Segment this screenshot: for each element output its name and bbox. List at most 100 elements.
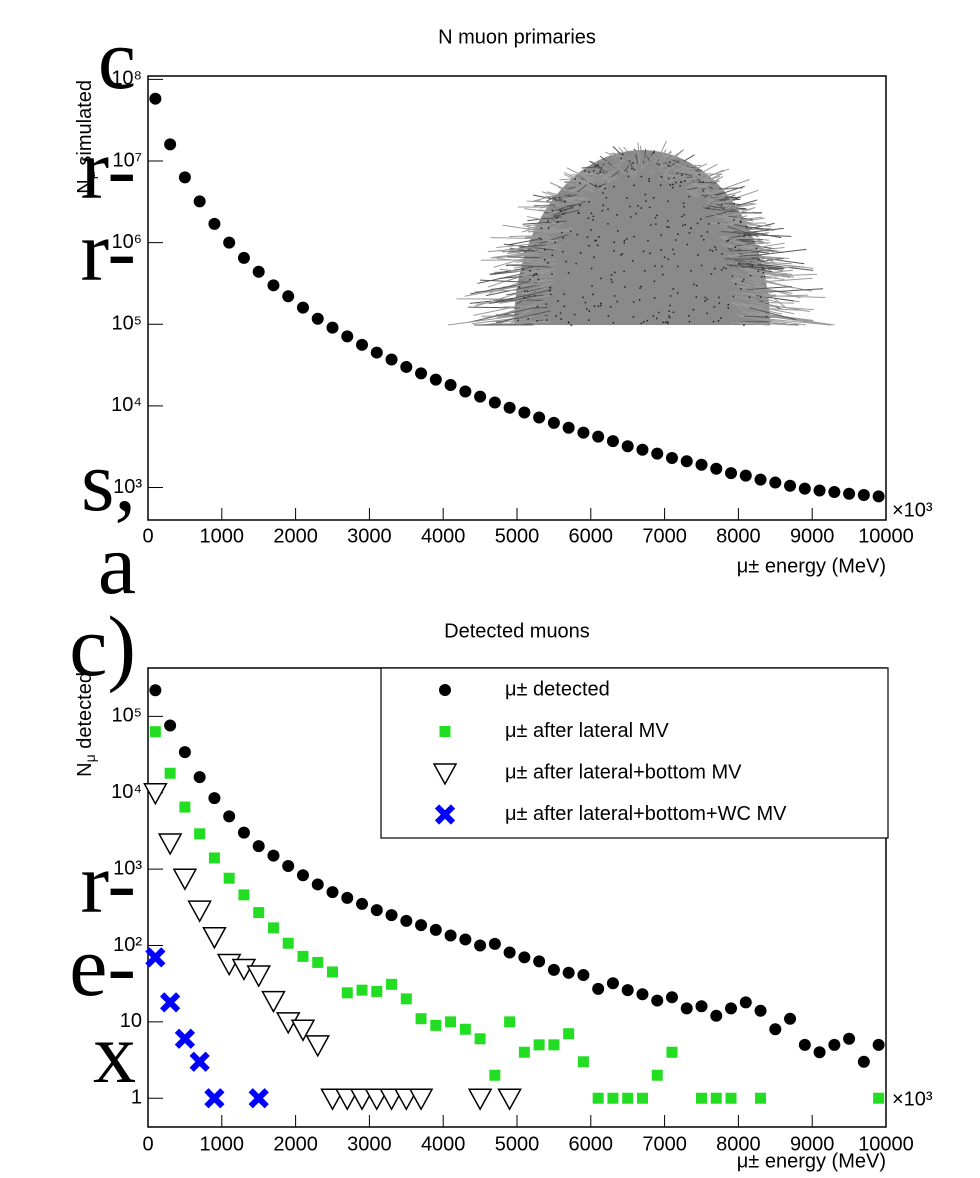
inset-speck — [631, 168, 633, 170]
point — [592, 983, 604, 995]
inset-speck — [613, 250, 615, 252]
inset-speck — [562, 237, 564, 239]
inset-speck — [677, 292, 679, 294]
point — [327, 322, 339, 334]
x-tick-label: 0 — [142, 1133, 153, 1155]
point — [489, 397, 501, 409]
inset-track — [634, 149, 636, 151]
inset-speck — [742, 281, 744, 283]
inset-speck — [667, 258, 669, 260]
point — [652, 1070, 663, 1081]
inset-speck — [662, 274, 664, 276]
inset-speck — [699, 174, 701, 176]
inset-speck — [703, 190, 705, 192]
x-tick-label: 4000 — [421, 1133, 466, 1155]
inset-speck — [633, 301, 635, 303]
inset-speck — [732, 276, 734, 278]
point — [238, 252, 250, 264]
point — [666, 452, 678, 464]
point — [251, 1090, 267, 1106]
point — [386, 354, 398, 366]
point — [149, 93, 161, 105]
inset-speck — [677, 233, 679, 235]
point — [297, 302, 309, 314]
inset-speck — [597, 164, 599, 166]
inset-speck — [539, 237, 541, 239]
inset-speck — [658, 312, 660, 314]
inset-speck — [656, 215, 658, 217]
inset-speck — [665, 322, 667, 324]
point — [149, 684, 161, 696]
y-tick-label: 10⁵ — [111, 313, 142, 335]
point — [194, 195, 206, 207]
inset-speck — [689, 321, 691, 323]
point — [194, 771, 206, 783]
point — [371, 986, 382, 997]
y-tick-label: 10⁸ — [111, 68, 142, 90]
point — [415, 367, 427, 379]
inset-speck — [697, 254, 699, 256]
inset-speck — [620, 254, 622, 256]
point — [283, 938, 294, 949]
point — [799, 1039, 811, 1051]
point — [189, 901, 211, 921]
inset-speck — [538, 279, 540, 281]
inset-speck — [548, 227, 550, 229]
inset-speck — [610, 306, 612, 308]
y-tick-label: 1 — [131, 1087, 142, 1109]
inset-speck — [700, 218, 702, 220]
point — [253, 840, 265, 852]
point — [459, 386, 471, 398]
inset-speck — [622, 154, 624, 156]
inset-speck — [718, 297, 720, 299]
inset-speck — [675, 182, 677, 184]
inset-speck — [595, 185, 597, 187]
point — [607, 1093, 618, 1104]
inset-speck — [560, 210, 562, 212]
inset-speck — [580, 252, 582, 254]
point — [430, 924, 442, 936]
x-axis-label: μ± energy (MeV) — [737, 555, 886, 577]
y-tick-label: 10⁴ — [111, 781, 142, 803]
point — [460, 1024, 471, 1035]
inset-speck — [568, 272, 570, 274]
point — [430, 374, 442, 386]
inset-speck — [628, 176, 630, 178]
inset-speck — [673, 253, 675, 255]
inset-speck — [697, 223, 699, 225]
inset-speck — [578, 212, 580, 214]
point — [504, 946, 516, 958]
inset-speck — [579, 205, 581, 207]
inset-speck — [635, 213, 637, 215]
inset-speck — [637, 205, 639, 207]
point — [726, 1093, 737, 1104]
point — [740, 470, 752, 482]
y-tick-label: 10³ — [113, 476, 142, 498]
point — [445, 930, 457, 942]
point — [312, 878, 324, 890]
inset-speck — [660, 249, 662, 251]
inset-speck — [677, 266, 679, 268]
inset-track — [660, 141, 666, 154]
inset-speck — [641, 323, 643, 325]
point — [268, 922, 279, 933]
inset-speck — [575, 263, 577, 265]
inset-speck — [718, 223, 720, 225]
inset-speck — [633, 185, 635, 187]
inset-speck — [715, 249, 717, 251]
inset-speck — [586, 308, 588, 310]
x-tick-label: 7000 — [642, 525, 687, 547]
point — [307, 1036, 329, 1056]
inset-image — [448, 141, 834, 326]
point — [267, 850, 279, 862]
inset-speck — [534, 295, 536, 297]
point — [445, 379, 457, 391]
inset-speck — [568, 321, 570, 323]
inset-speck — [647, 320, 649, 322]
point — [282, 290, 294, 302]
inset-speck — [701, 235, 703, 237]
point — [637, 1093, 648, 1104]
inset-speck — [590, 229, 592, 231]
inset-speck — [683, 206, 685, 208]
